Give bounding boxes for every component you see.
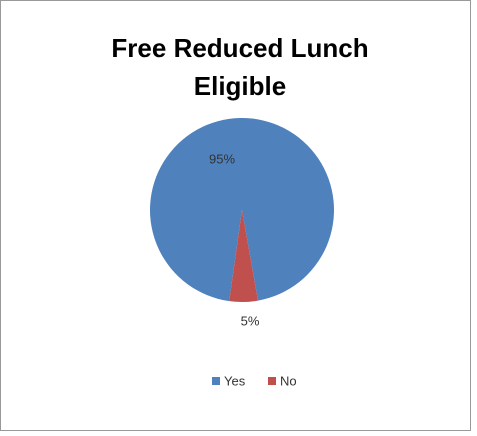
pie-slice bbox=[229, 210, 258, 303]
legend-label: No bbox=[280, 373, 297, 388]
chart-title: Eligible bbox=[194, 71, 286, 101]
pie-slice bbox=[150, 118, 334, 302]
legend-swatch bbox=[268, 377, 276, 385]
chart-title: Free Reduced Lunch bbox=[111, 33, 368, 63]
legend-label: Yes bbox=[224, 373, 246, 388]
data-label: 95% bbox=[209, 151, 235, 166]
legend-swatch bbox=[212, 377, 220, 385]
data-label: 5% bbox=[241, 313, 260, 328]
